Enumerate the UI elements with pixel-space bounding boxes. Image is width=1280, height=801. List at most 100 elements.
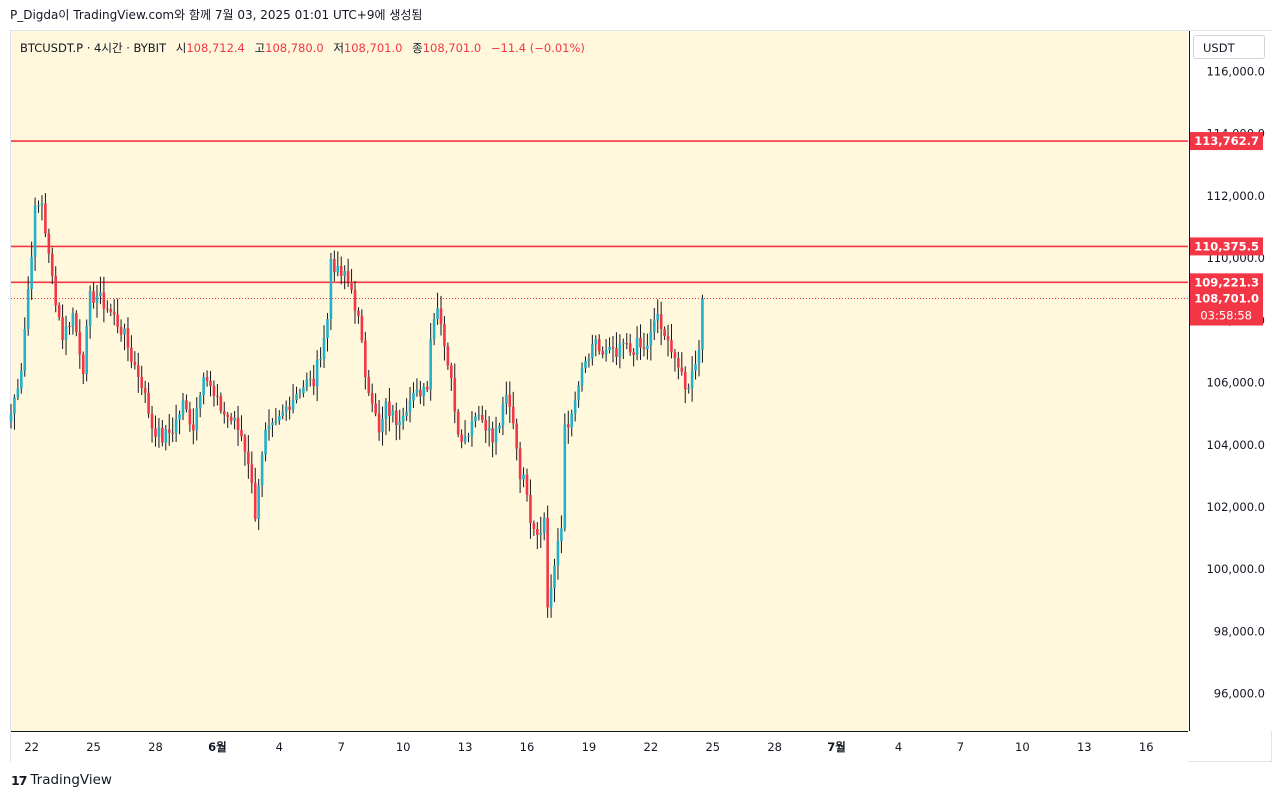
candle-up [505, 394, 508, 404]
candle-up [178, 414, 181, 420]
candle-up [157, 427, 161, 437]
candle-down [222, 411, 226, 415]
candle-down [240, 429, 243, 437]
candle-down [611, 346, 615, 349]
candle-down [192, 424, 195, 431]
tradingview-logo[interactable]: 17 TradingView [11, 772, 112, 788]
candle-up [9, 413, 13, 422]
countdown-label: 03:58:58 [1200, 309, 1252, 323]
x-tick-label: 28 [767, 740, 782, 754]
candle-down [81, 354, 85, 374]
price-tag-label: 110,375.5 [1194, 239, 1259, 253]
candle-down [112, 311, 116, 315]
candle-up [40, 203, 44, 206]
x-tick-label: 16 [520, 740, 535, 754]
symbol-legend: BTCUSDT.P · 4시간 · BYBIT 시108,712.4 고108,… [20, 40, 585, 56]
candle-down [167, 429, 171, 433]
candle-up [604, 349, 608, 355]
candle-down [511, 406, 515, 424]
candle-down [92, 291, 95, 303]
candle-down [136, 365, 140, 377]
candle-up [20, 370, 23, 389]
candle-down [236, 417, 240, 430]
candle-up [422, 386, 426, 397]
candle-up [391, 410, 395, 416]
candle-up [257, 485, 260, 519]
candle-down [460, 434, 463, 442]
price-tag [1190, 273, 1263, 292]
candle-down [546, 517, 549, 608]
candle-down [419, 389, 422, 397]
candle-up [278, 416, 281, 421]
candle-up [401, 416, 405, 422]
candle-down [491, 428, 494, 443]
last-price-label: 108,701.0 [1194, 292, 1259, 306]
candle-up [498, 425, 501, 429]
candle-up [463, 436, 467, 442]
candle-up [274, 420, 278, 423]
candle-down [188, 409, 192, 425]
candle-down [529, 494, 532, 524]
candle-down [683, 371, 687, 390]
candle-up [432, 318, 436, 340]
candle-up [64, 325, 68, 341]
candle-down [446, 346, 450, 366]
candle-down [333, 259, 336, 273]
candle-down [597, 339, 601, 352]
y-tick-label: 116,000.0 [1206, 64, 1265, 78]
time-scale[interactable] [11, 731, 1188, 762]
candle-down [525, 474, 529, 495]
x-tick-label: 25 [705, 740, 720, 754]
candle-down [632, 352, 635, 355]
candle-up [267, 425, 271, 430]
candle-down [364, 340, 367, 377]
candle-up [305, 379, 309, 388]
candle-down [171, 432, 174, 434]
candle-down [102, 292, 106, 309]
y-tick-label: 96,000.0 [1214, 687, 1265, 701]
candle-down [243, 436, 247, 452]
candle-down [130, 347, 133, 362]
candle-up [656, 314, 660, 321]
candle-up [470, 421, 474, 436]
candle-down [377, 413, 381, 433]
candle-down [508, 394, 512, 407]
candle-up [88, 291, 92, 326]
candle-up [542, 517, 546, 533]
candle-down [119, 326, 123, 335]
y-tick-label: 112,000.0 [1206, 189, 1265, 203]
y-tick-label: 104,000.0 [1206, 438, 1265, 452]
candle-down [154, 428, 157, 437]
candle-up [233, 417, 236, 421]
candle-down [68, 325, 71, 327]
candle-down [615, 348, 618, 357]
candle-up [291, 399, 295, 410]
candle-up [281, 411, 285, 417]
candle-down [133, 361, 137, 366]
candle-down [339, 266, 343, 276]
y-tick-label: 98,000.0 [1214, 624, 1265, 638]
x-tick-label: 7월 [827, 740, 846, 754]
candle-up [622, 343, 625, 345]
candle-up [694, 364, 697, 371]
candle-down [518, 448, 522, 480]
candle-down [346, 270, 350, 282]
candle-down [106, 308, 109, 310]
candle-down [116, 314, 119, 327]
candle-down [456, 411, 460, 435]
candle-up [322, 338, 326, 360]
price-tag-label: 109,221.3 [1194, 275, 1259, 289]
candle-down [47, 233, 51, 254]
currency-unit-button[interactable]: USDT [1193, 35, 1265, 59]
x-tick-label: 10 [396, 740, 411, 754]
candle-down [44, 203, 47, 234]
symbol-label[interactable]: BTCUSDT.P · 4시간 · BYBIT [20, 41, 167, 55]
candle-down [61, 317, 64, 341]
candle-up [487, 428, 491, 431]
x-tick-label: 25 [86, 740, 101, 754]
candle-down [216, 395, 219, 397]
candle-down [367, 376, 371, 394]
x-tick-label: 13 [458, 740, 473, 754]
x-tick-label: 22 [644, 740, 659, 754]
